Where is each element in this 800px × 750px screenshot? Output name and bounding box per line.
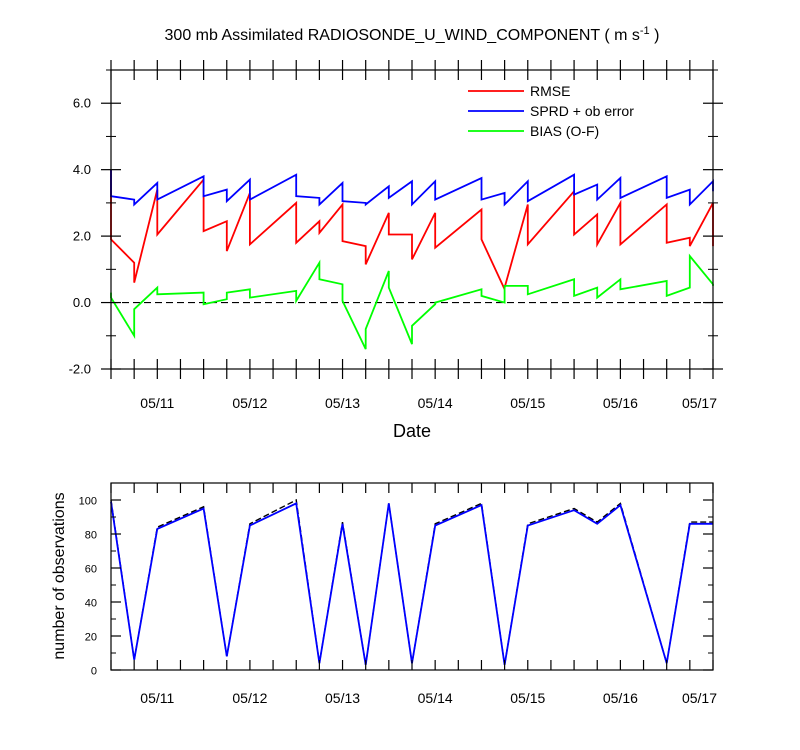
legend: RMSE SPRD + ob error BIAS (O-F): [468, 83, 634, 139]
y-tick-label: 20: [85, 632, 97, 644]
x-tick-label: 05/15: [510, 690, 545, 706]
x-tick-label: 05/15: [510, 395, 545, 411]
x-tick-label: 05/16: [603, 690, 638, 706]
bottom-axis-ticks: [110, 482, 714, 671]
y-tick-label: 4.0: [73, 162, 91, 177]
x-tick-label: 05/17: [682, 395, 717, 411]
top-y-tick-labels: -2.0 0.0 2.0 4.0 6.0: [69, 96, 91, 377]
top-x-tick-labels: 05/11 05/12 05/13 05/14 05/15 05/16 05/17: [140, 395, 717, 411]
x-axis-label: Date: [393, 421, 431, 441]
series-line-bias-o-f: [110, 253, 714, 350]
x-tick-label: 05/11: [140, 690, 174, 706]
top-chart: 300 mb Assimilated RADIOSONDE_U_WIND_COM…: [69, 25, 723, 441]
x-tick-label: 05/13: [325, 690, 360, 706]
legend-label: SPRD + ob error: [530, 103, 634, 119]
chart-title: 300 mb Assimilated RADIOSONDE_U_WIND_COM…: [165, 25, 660, 44]
legend-label: RMSE: [530, 83, 570, 99]
y-tick-label: 100: [79, 496, 97, 508]
series-line-sprd-ob-error: [110, 169, 714, 207]
bottom-x-tick-labels: 05/11 05/12 05/13 05/14 05/15 05/16 05/17: [140, 690, 717, 706]
bottom-y-tick-labels: 0 20 40 60 80 100: [79, 496, 97, 678]
x-tick-label: 05/13: [325, 395, 360, 411]
y-axis-label: number of observations: [51, 492, 68, 659]
chart-title-superscript: -1: [640, 25, 650, 37]
y-tick-label: 60: [85, 564, 97, 576]
y-tick-label: -2.0: [69, 362, 91, 377]
x-tick-label: 05/12: [232, 395, 267, 411]
chart-title-end: ): [650, 27, 660, 44]
y-tick-label: 0.0: [73, 295, 91, 310]
y-tick-label: 2.0: [73, 229, 91, 244]
series-line-rmse: [110, 169, 714, 290]
y-tick-label: 0: [91, 666, 97, 678]
y-tick-label: 6.0: [73, 96, 91, 111]
chart-title-main: 300 mb Assimilated RADIOSONDE_U_WIND_COM…: [165, 27, 640, 44]
x-tick-label: 05/11: [140, 395, 174, 411]
x-tick-label: 05/17: [682, 690, 717, 706]
series-line-possible: [110, 498, 713, 666]
legend-label: BIAS (O-F): [530, 123, 599, 139]
top-series-group: [110, 169, 714, 350]
x-tick-label: 05/12: [232, 690, 267, 706]
top-plot-frame: [110, 69, 714, 370]
x-tick-label: 05/14: [418, 690, 453, 706]
x-tick-label: 05/16: [603, 395, 638, 411]
series-line-used: [110, 501, 713, 666]
y-tick-label: 80: [85, 530, 97, 542]
bottom-plot-frame: [110, 482, 714, 671]
y-tick-label: 40: [85, 598, 97, 610]
bottom-series-group: [110, 498, 713, 666]
x-tick-label: 05/14: [418, 395, 453, 411]
